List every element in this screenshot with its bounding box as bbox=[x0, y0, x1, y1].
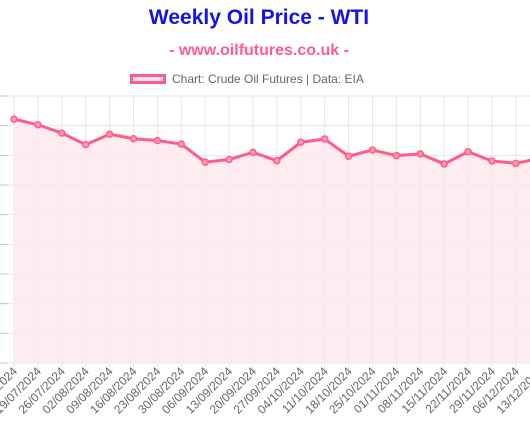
data-point bbox=[344, 152, 353, 160]
data-point bbox=[129, 134, 138, 143]
data-point bbox=[10, 115, 18, 123]
chart-subtitle: - www.oilfutures.co.uk - bbox=[169, 42, 349, 59]
data-point bbox=[464, 148, 472, 156]
data-point bbox=[105, 130, 114, 139]
chart-title: Weekly Oil Price - WTI bbox=[148, 6, 370, 29]
data-point bbox=[392, 151, 401, 160]
data-point bbox=[320, 135, 329, 143]
legend-label: Chart: Crude Oil Futures | Data: EIA bbox=[172, 72, 364, 86]
data-point bbox=[416, 150, 425, 158]
legend-swatch bbox=[130, 74, 166, 84]
legend[interactable]: Chart: Crude Oil Futures | Data: EIA bbox=[130, 70, 364, 88]
data-point bbox=[153, 136, 162, 145]
data-point bbox=[81, 140, 90, 149]
data-point bbox=[440, 160, 448, 168]
data-point bbox=[488, 157, 496, 165]
data-point bbox=[512, 159, 520, 168]
data-point bbox=[225, 155, 233, 164]
series-area bbox=[14, 119, 530, 363]
data-point bbox=[368, 146, 377, 154]
data-point bbox=[34, 121, 42, 129]
data-point bbox=[297, 138, 305, 147]
data-point bbox=[201, 158, 209, 166]
data-point bbox=[273, 156, 281, 165]
data-point bbox=[249, 148, 257, 157]
data-point bbox=[177, 140, 186, 148]
data-point bbox=[58, 129, 66, 137]
